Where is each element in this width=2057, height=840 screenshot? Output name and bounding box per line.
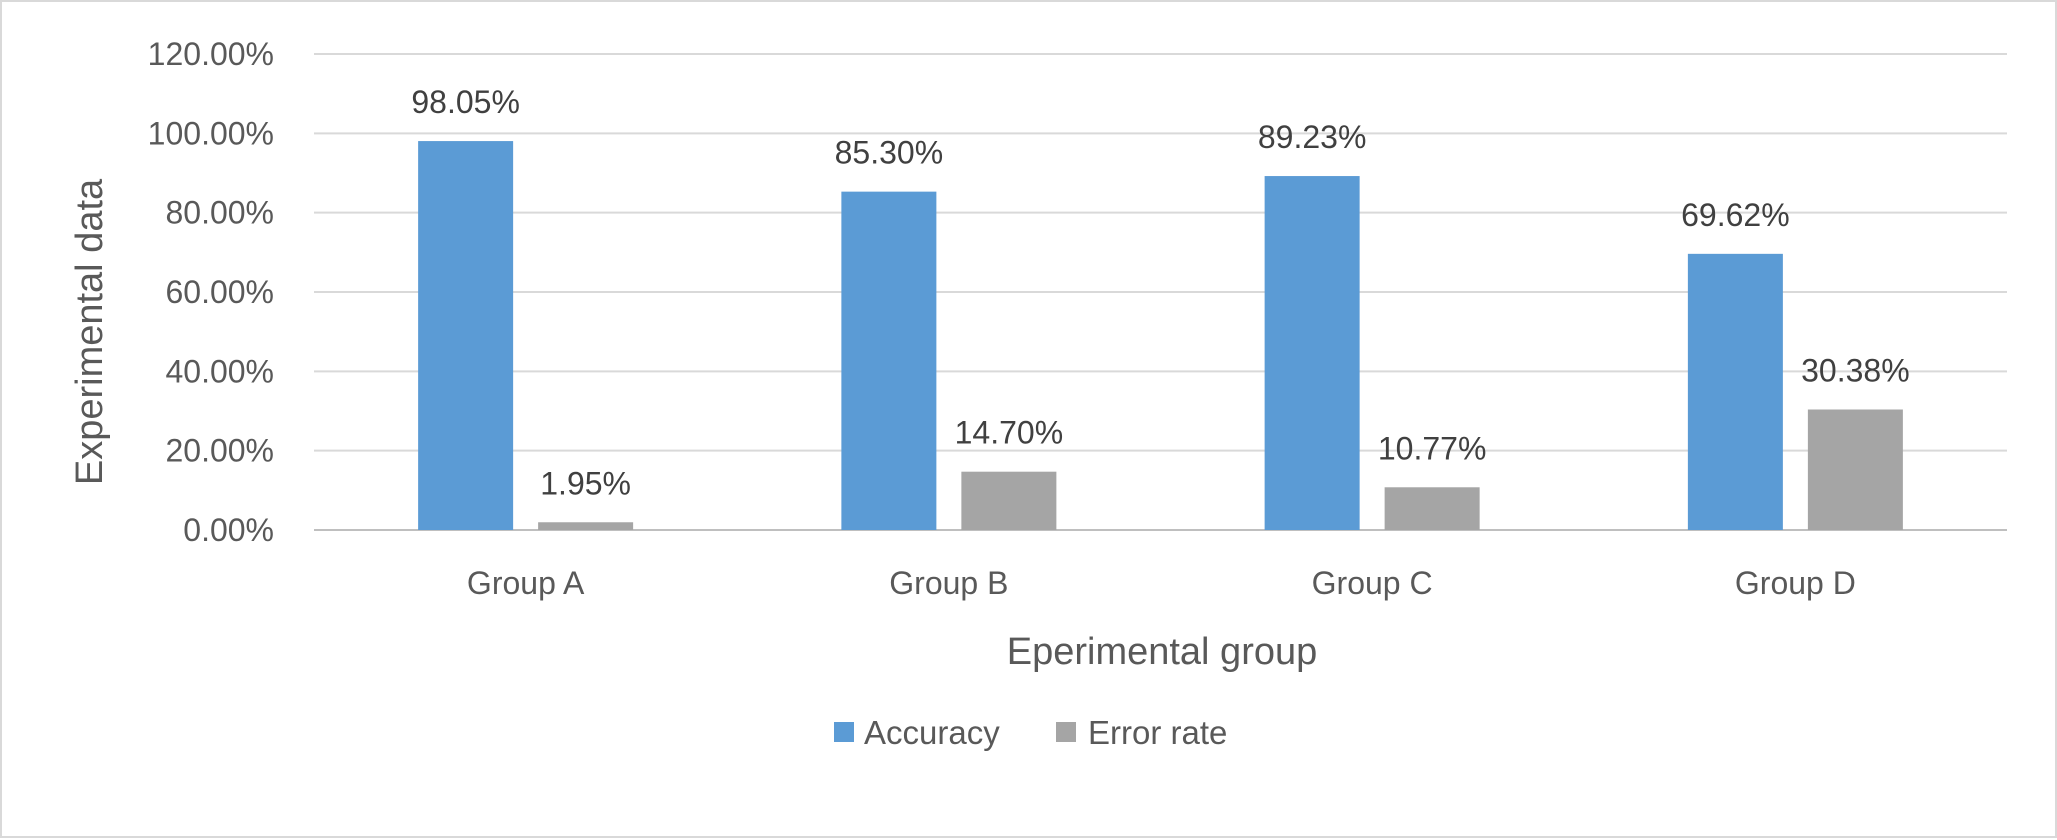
- y-axis-tick-labels: 0.00% 20.00% 40.00% 60.00% 80.00% 100.00% 120.…: [148, 36, 274, 548]
- y-tick-label: 60.00%: [165, 274, 274, 310]
- legend-swatch-error-rate: [1056, 722, 1076, 742]
- bar-accuracy-group-c: [1264, 176, 1360, 531]
- bar-accuracy-group-b: [841, 191, 937, 531]
- bar-accuracy-group-a: [418, 141, 514, 530]
- data-label-error-rate-group-b: 14.70%: [955, 415, 1064, 451]
- bars: [418, 141, 1903, 531]
- data-label-error-rate-group-c: 10.77%: [1378, 430, 1487, 466]
- legend-label-error-rate: Error rate: [1088, 714, 1227, 751]
- legend-swatch-accuracy: [834, 722, 854, 742]
- gridlines: [314, 53, 2007, 531]
- data-label-accuracy-group-d: 69.62%: [1681, 197, 1790, 233]
- data-label-accuracy-group-a: 98.05%: [411, 84, 520, 120]
- x-tick-label: Group B: [889, 565, 1008, 601]
- data-label-accuracy-group-c: 89.23%: [1258, 119, 1367, 155]
- y-tick-label: 80.00%: [165, 195, 274, 231]
- x-axis-tick-labels: Group A Group B Group C Group D: [467, 565, 1856, 601]
- bar-error-rate-group-b: [961, 471, 1057, 530]
- data-label-error-rate-group-a: 1.95%: [540, 465, 631, 501]
- bar-error-rate-group-c: [1384, 487, 1480, 530]
- y-tick-label: 20.00%: [165, 433, 274, 469]
- y-tick-label: 0.00%: [183, 512, 274, 548]
- y-axis-title: Experimental data: [69, 178, 111, 485]
- data-labels: 98.05% 1.95% 85.30% 14.70% 89.23% 10.77% 69.62…: [411, 84, 1909, 501]
- bar-accuracy-group-d: [1687, 253, 1783, 530]
- x-tick-label: Group A: [467, 565, 585, 601]
- data-label-accuracy-group-b: 85.30%: [835, 135, 944, 171]
- legend-label-accuracy: Accuracy: [864, 714, 1000, 751]
- y-tick-label: 40.00%: [165, 353, 274, 389]
- x-axis-title: Eperimental group: [1007, 631, 1318, 673]
- legend: Accuracy Error rate: [834, 714, 1227, 751]
- data-label-error-rate-group-d: 30.38%: [1801, 352, 1910, 388]
- bar-error-rate-group-a: [538, 522, 634, 530]
- y-tick-label: 100.00%: [148, 115, 274, 151]
- y-tick-label: 120.00%: [148, 36, 274, 72]
- x-tick-label: Group C: [1312, 565, 1433, 601]
- x-tick-label: Group D: [1735, 565, 1856, 601]
- bar-error-rate-group-d: [1807, 409, 1903, 530]
